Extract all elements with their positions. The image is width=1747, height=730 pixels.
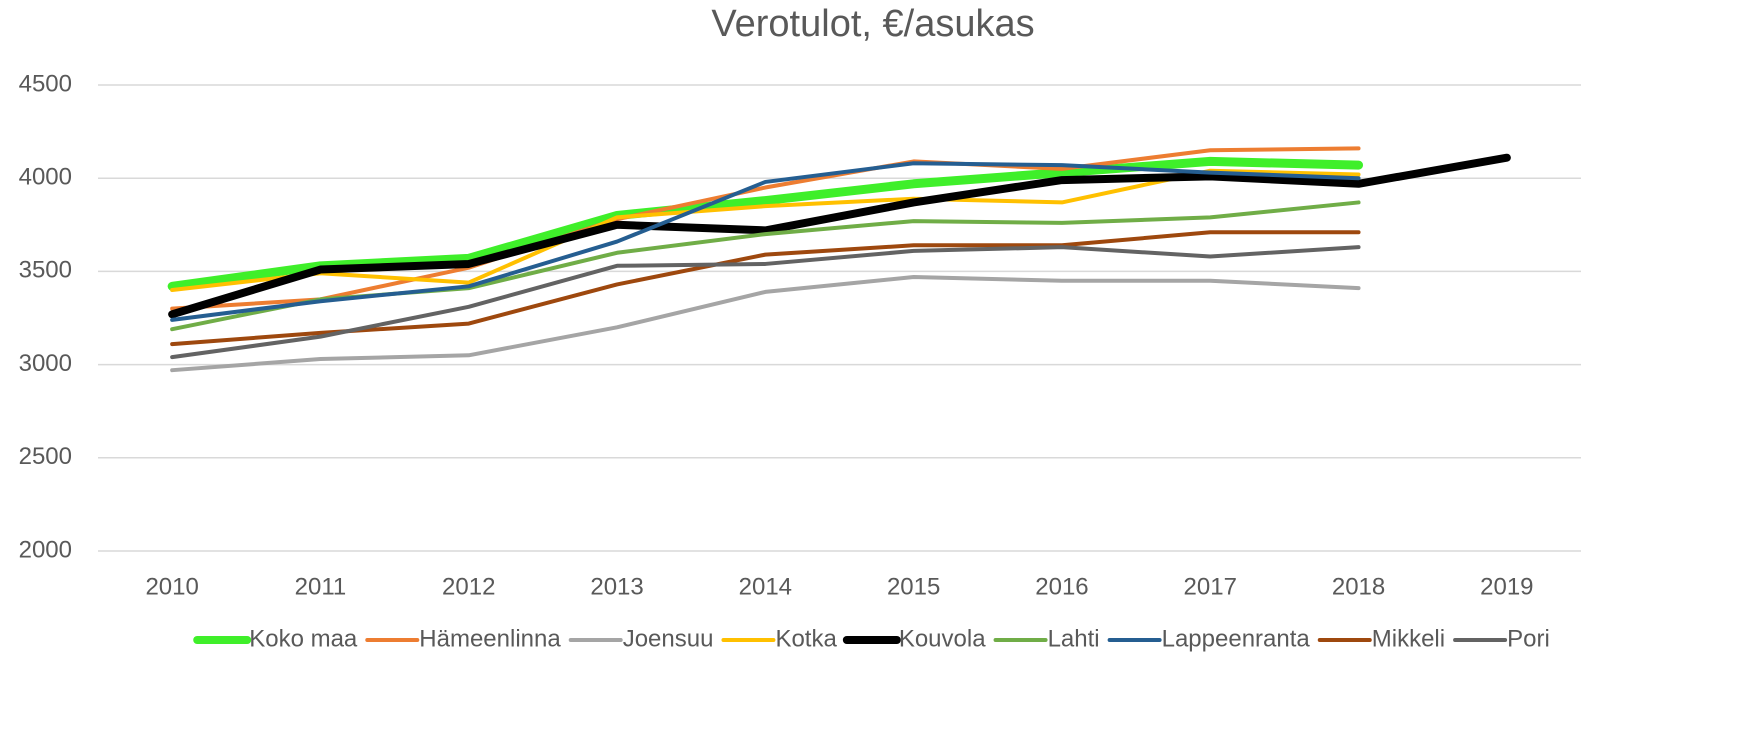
x-tick-label: 2019 — [1480, 573, 1533, 600]
series-line — [170, 230, 1361, 347]
series-line — [170, 245, 1361, 360]
x-tick-label: 2017 — [1184, 573, 1237, 600]
legend-label: Kotka — [775, 625, 837, 652]
x-tick-label: 2012 — [442, 573, 495, 600]
legend-label: Lappeenranta — [1162, 625, 1311, 652]
x-tick-label: 2011 — [295, 573, 347, 600]
x-tick-label: 2010 — [145, 573, 198, 600]
legend-label: Kouvola — [899, 625, 986, 652]
y-tick-label: 2000 — [19, 536, 72, 563]
chart-title: Verotulot, €/asukas — [711, 3, 1034, 45]
series-line — [168, 153, 1511, 319]
y-tick-label: 4000 — [19, 164, 72, 191]
legend-label: Pori — [1507, 625, 1550, 652]
series-line — [170, 146, 1361, 311]
legend-label: Joensuu — [623, 625, 714, 652]
series-line — [170, 161, 1361, 322]
legend-label: Mikkeli — [1372, 625, 1445, 652]
x-tick-label: 2013 — [590, 573, 643, 600]
x-tick-label: 2016 — [1035, 573, 1088, 600]
series-line — [170, 274, 1361, 373]
legend: Koko maa Hämeenlinna Joensuu Kotka Kouvola La… — [193, 625, 1550, 652]
legend-label: Lahti — [1048, 625, 1100, 652]
y-tick-label: 2500 — [19, 443, 72, 470]
x-tick-label: 2015 — [887, 573, 940, 600]
y-tick-label: 3500 — [19, 257, 72, 284]
series-line — [167, 156, 1364, 291]
legend-label: Hämeenlinna — [419, 625, 561, 652]
y-tick-label: 4500 — [19, 70, 72, 97]
x-tick-label: 2018 — [1332, 573, 1385, 600]
x-tick-label: 2014 — [739, 573, 792, 600]
legend-label: Koko maa — [249, 625, 358, 652]
y-tick-label: 3000 — [19, 350, 72, 377]
